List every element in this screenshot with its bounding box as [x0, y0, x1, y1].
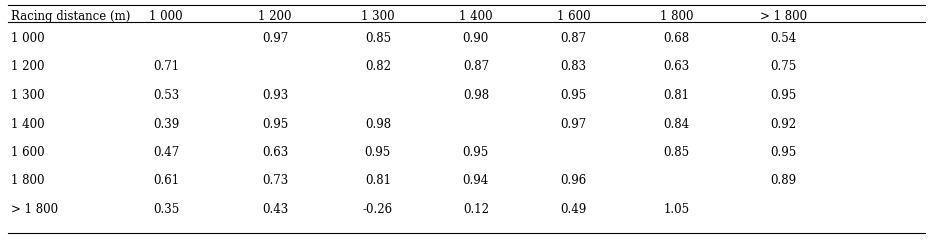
Text: 0.97: 0.97	[262, 32, 288, 45]
Text: 0.94: 0.94	[463, 174, 489, 187]
Text: 1 000: 1 000	[149, 10, 183, 23]
Text: 0.75: 0.75	[771, 60, 797, 73]
Text: 1 300: 1 300	[11, 89, 45, 102]
Text: 0.90: 0.90	[463, 32, 489, 45]
Text: 1 300: 1 300	[361, 10, 395, 23]
Text: 0.92: 0.92	[771, 118, 797, 131]
Text: 1.05: 1.05	[663, 203, 689, 216]
Text: 0.53: 0.53	[153, 89, 179, 102]
Text: 0.12: 0.12	[463, 203, 489, 216]
Text: 0.87: 0.87	[561, 32, 587, 45]
Text: 1 400: 1 400	[11, 118, 45, 131]
Text: 0.97: 0.97	[561, 118, 587, 131]
Text: 0.83: 0.83	[561, 60, 587, 73]
Text: 0.84: 0.84	[663, 118, 689, 131]
Text: 1 000: 1 000	[11, 32, 45, 45]
Text: 1 200: 1 200	[11, 60, 45, 73]
Text: 0.54: 0.54	[771, 32, 797, 45]
Text: 0.87: 0.87	[463, 60, 489, 73]
Text: 0.68: 0.68	[663, 32, 689, 45]
Text: 0.95: 0.95	[561, 89, 587, 102]
Text: 1 600: 1 600	[11, 146, 45, 159]
Text: 0.98: 0.98	[463, 89, 489, 102]
Text: 0.98: 0.98	[365, 118, 391, 131]
Text: 0.73: 0.73	[262, 174, 288, 187]
Text: -0.26: -0.26	[363, 203, 393, 216]
Text: 1 800: 1 800	[11, 174, 45, 187]
Text: 0.81: 0.81	[365, 174, 391, 187]
Text: 0.71: 0.71	[153, 60, 179, 73]
Text: 1 800: 1 800	[660, 10, 693, 23]
Text: 1 400: 1 400	[459, 10, 493, 23]
Text: 0.43: 0.43	[262, 203, 288, 216]
Text: 0.39: 0.39	[153, 118, 179, 131]
Text: 0.93: 0.93	[262, 89, 288, 102]
Text: 0.47: 0.47	[153, 146, 179, 159]
Text: 0.96: 0.96	[561, 174, 587, 187]
Text: > 1 800: > 1 800	[11, 203, 59, 216]
Text: 1 200: 1 200	[258, 10, 292, 23]
Text: 1 600: 1 600	[557, 10, 591, 23]
Text: 0.95: 0.95	[365, 146, 391, 159]
Text: 0.63: 0.63	[663, 60, 689, 73]
Text: 0.82: 0.82	[365, 60, 391, 73]
Text: 0.95: 0.95	[463, 146, 489, 159]
Text: 0.35: 0.35	[153, 203, 179, 216]
Text: 0.95: 0.95	[771, 89, 797, 102]
Text: > 1 800: > 1 800	[760, 10, 807, 23]
Text: 0.85: 0.85	[663, 146, 689, 159]
Text: 0.89: 0.89	[771, 174, 797, 187]
Text: 0.63: 0.63	[262, 146, 288, 159]
Text: 0.95: 0.95	[771, 146, 797, 159]
Text: 0.85: 0.85	[365, 32, 391, 45]
Text: Racing distance (m): Racing distance (m)	[11, 10, 131, 23]
Text: 0.61: 0.61	[153, 174, 179, 187]
Text: 0.81: 0.81	[663, 89, 689, 102]
Text: 0.49: 0.49	[561, 203, 587, 216]
Text: 0.95: 0.95	[262, 118, 288, 131]
